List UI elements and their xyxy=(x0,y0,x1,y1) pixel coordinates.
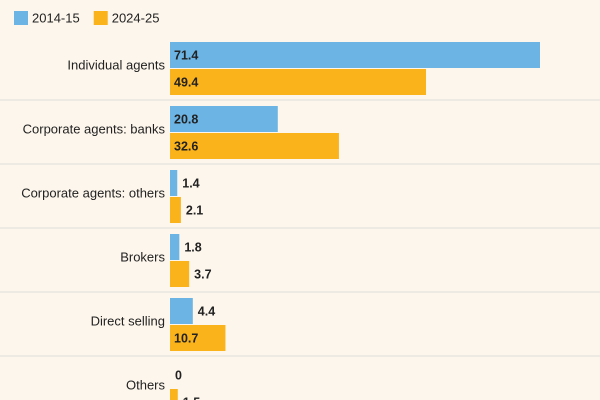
value-label: 2.1 xyxy=(186,203,203,217)
bar xyxy=(170,106,278,132)
legend-label: 2014-15 xyxy=(32,10,80,25)
legend-swatch xyxy=(14,11,28,25)
bar xyxy=(170,197,181,223)
bar xyxy=(170,298,193,324)
category-label: Others xyxy=(126,377,166,392)
category-label: Brokers xyxy=(120,249,165,264)
bar xyxy=(170,69,426,95)
value-label: 49.4 xyxy=(174,75,198,89)
bar xyxy=(170,261,190,287)
value-label: 71.4 xyxy=(174,48,198,62)
bar xyxy=(170,325,226,351)
value-label: 20.8 xyxy=(174,112,198,126)
value-label: 3.7 xyxy=(194,267,211,281)
value-label: 4.4 xyxy=(198,304,215,318)
bar xyxy=(170,170,178,196)
category-label: Corporate agents: others xyxy=(21,185,165,200)
legend-swatch xyxy=(93,11,108,25)
bar xyxy=(170,234,180,260)
bar xyxy=(170,389,178,400)
category-label: Individual agents xyxy=(67,57,165,72)
category-label: Corporate agents: banks xyxy=(23,121,166,136)
value-label: 1.5 xyxy=(183,395,200,400)
value-label: 10.7 xyxy=(174,331,198,345)
legend-label: 2024-25 xyxy=(112,10,160,25)
bar xyxy=(170,133,339,159)
value-label: 1.8 xyxy=(184,240,201,254)
bar xyxy=(170,42,540,68)
value-label: 32.6 xyxy=(174,139,198,153)
value-label: 0 xyxy=(175,368,182,382)
value-label: 1.4 xyxy=(182,176,199,190)
category-label: Direct selling xyxy=(91,313,165,328)
